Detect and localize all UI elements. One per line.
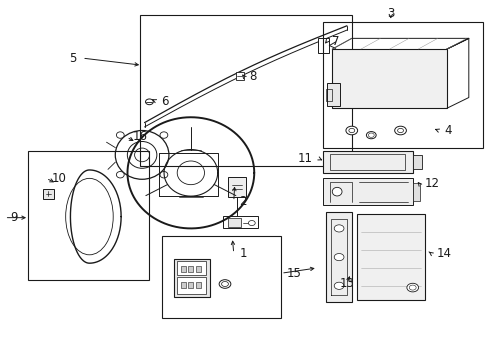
Ellipse shape <box>116 132 124 138</box>
Bar <box>222 216 257 228</box>
Bar <box>331 49 446 108</box>
Bar <box>322 151 412 173</box>
Bar <box>188 266 193 272</box>
Text: 14: 14 <box>436 247 451 260</box>
Bar <box>177 261 206 275</box>
Text: 9: 9 <box>10 211 18 224</box>
Ellipse shape <box>333 282 343 289</box>
Ellipse shape <box>116 171 124 178</box>
Text: 7: 7 <box>331 35 339 49</box>
Ellipse shape <box>333 253 343 261</box>
Bar <box>173 259 210 297</box>
Ellipse shape <box>145 99 153 105</box>
Ellipse shape <box>345 126 357 135</box>
Ellipse shape <box>394 126 406 135</box>
Ellipse shape <box>248 221 255 226</box>
Text: 13: 13 <box>339 278 354 291</box>
Text: 10: 10 <box>52 172 67 185</box>
Text: 11: 11 <box>297 152 312 165</box>
Bar <box>181 266 185 272</box>
Text: 3: 3 <box>386 7 394 20</box>
Ellipse shape <box>406 283 418 292</box>
Bar <box>140 15 351 166</box>
Bar <box>322 22 483 148</box>
Text: 1: 1 <box>239 247 246 260</box>
Text: 8: 8 <box>249 69 256 82</box>
Ellipse shape <box>333 225 343 232</box>
Text: 16: 16 <box>132 130 147 144</box>
Bar <box>42 189 54 199</box>
Text: 6: 6 <box>161 95 169 108</box>
Ellipse shape <box>160 171 167 178</box>
Bar <box>326 89 331 101</box>
Bar <box>235 72 243 80</box>
Bar <box>228 177 245 197</box>
Bar <box>322 178 412 205</box>
Bar <box>329 154 405 170</box>
Ellipse shape <box>219 280 230 288</box>
Bar <box>195 282 200 288</box>
Bar <box>317 39 329 53</box>
Bar <box>27 151 149 280</box>
Bar <box>161 235 281 318</box>
Bar <box>188 282 193 288</box>
Text: 5: 5 <box>69 51 76 64</box>
Ellipse shape <box>331 187 341 196</box>
Ellipse shape <box>366 132 375 139</box>
Bar <box>412 155 422 169</box>
Bar <box>326 212 351 302</box>
Bar <box>177 277 206 294</box>
Bar <box>412 183 419 201</box>
Text: 12: 12 <box>424 177 439 190</box>
Text: 2: 2 <box>239 195 246 208</box>
Bar <box>327 83 339 107</box>
Bar <box>195 266 200 272</box>
Bar <box>228 218 241 226</box>
Bar <box>181 282 185 288</box>
Text: 15: 15 <box>286 267 301 280</box>
Ellipse shape <box>160 132 167 138</box>
Text: 4: 4 <box>444 124 451 137</box>
Bar <box>356 214 424 300</box>
